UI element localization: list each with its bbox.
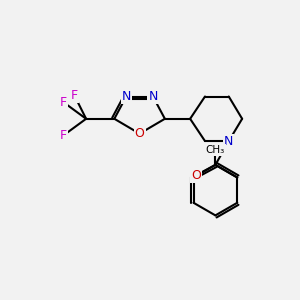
Text: F: F [60, 96, 68, 109]
Text: N: N [148, 90, 158, 103]
Text: F: F [60, 129, 68, 142]
Text: N: N [224, 135, 233, 148]
Text: F: F [70, 88, 78, 101]
Text: O: O [191, 169, 201, 182]
Text: N: N [122, 90, 131, 103]
Text: O: O [135, 127, 145, 140]
Text: CH₃: CH₃ [206, 145, 225, 155]
